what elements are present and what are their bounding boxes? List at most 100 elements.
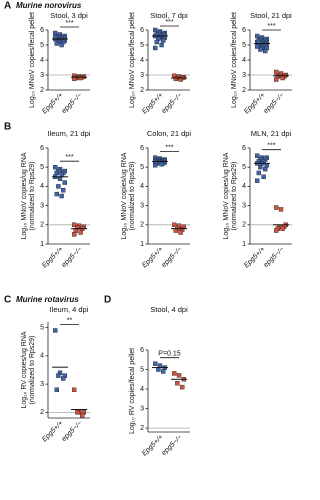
data-point (53, 328, 58, 333)
data-point (254, 153, 260, 158)
y-tick-label: 6 (40, 145, 44, 152)
data-point (263, 48, 268, 54)
data-point (280, 75, 285, 81)
y-tick-label: 4 (40, 57, 44, 64)
panel-title: Colon, 21 dpi (147, 129, 192, 138)
significance-label: *** (165, 144, 173, 151)
y-axis-label: Log₁₀ MNoV copies/ug RNA (21, 152, 28, 239)
data-point (160, 38, 166, 43)
y-tick-label: 2 (40, 222, 44, 229)
y-tick-label: 3 (242, 72, 246, 79)
y-tick-label: 5 (40, 164, 44, 171)
y-tick-label: 4 (140, 183, 144, 190)
x-tick-label: epg5−/− (161, 434, 184, 457)
panel-label: C (4, 295, 11, 306)
y-tick-label: 2 (242, 87, 246, 94)
y-tick-label: 3 (140, 202, 144, 209)
data-point (178, 230, 183, 235)
y-tick-label: 3 (140, 72, 144, 79)
data-point (71, 387, 77, 392)
panel-label: A (4, 1, 11, 12)
data-point (71, 222, 77, 228)
y-tick-label: 5 (242, 164, 246, 171)
data-point (258, 47, 263, 52)
significance-label: ** (67, 317, 73, 324)
y-tick-label: 2 (140, 222, 144, 229)
y-tick-label: 5 (40, 42, 44, 49)
x-tick-label: epg5−/− (161, 246, 184, 269)
x-tick-label: epg5−/− (263, 92, 286, 115)
data-point (53, 164, 58, 170)
x-tick-label: epg5−/− (263, 246, 286, 269)
significance-label: P=0.15 (158, 351, 180, 358)
y-tick-label: 6 (242, 27, 246, 34)
data-point (152, 27, 158, 33)
y-axis-label: Log₁₀ RV copies/ug RNA (21, 331, 28, 408)
y-tick-label: 2 (40, 409, 44, 416)
data-point (157, 363, 163, 368)
panel-label: D (104, 295, 111, 306)
data-point (175, 380, 180, 386)
data-point (258, 164, 263, 170)
y-axis-label: Log₁₀ MNoV copies/fecal pellet (231, 12, 238, 108)
y-tick-label: 3 (140, 405, 144, 412)
data-point (53, 30, 58, 36)
data-point (274, 69, 279, 75)
data-point (62, 180, 67, 185)
y-tick-label: 3 (40, 202, 44, 209)
data-point (54, 170, 59, 176)
y-tick-label: 6 (140, 27, 144, 34)
data-point (56, 184, 61, 189)
data-point (254, 33, 260, 39)
data-point (152, 163, 158, 168)
y-tick-label: 2 (140, 87, 144, 94)
y-tick-label: 3 (40, 381, 44, 388)
data-point (274, 77, 279, 82)
data-point (78, 75, 83, 81)
data-point (256, 170, 261, 176)
y-tick-label: 3 (242, 202, 246, 209)
y-tick-label: 6 (140, 145, 144, 152)
y-tick-label: 1 (140, 241, 144, 248)
x-tick-label: epg5−/− (61, 92, 84, 115)
data-point (171, 222, 177, 228)
x-tick-label: epg5−/− (61, 420, 84, 443)
data-point (75, 410, 80, 415)
y-axis-label: Log₁₀ MNoV copies/ug RNA (223, 152, 230, 239)
data-point (254, 178, 260, 183)
data-point (57, 176, 63, 181)
y-tick-label: 2 (242, 222, 246, 229)
y-tick-label: 4 (242, 183, 246, 190)
y-tick-label: 6 (242, 145, 246, 152)
panel-title: Stool, 4 dpi (150, 305, 188, 314)
y-tick-label: 4 (40, 183, 44, 190)
y-tick-label: 5 (40, 324, 44, 331)
panel-title: Stool, 7 dpi (150, 11, 188, 20)
y-axis-label: (normalized to Rps29) (29, 162, 36, 231)
data-point (173, 228, 179, 233)
data-point (59, 172, 64, 178)
y-tick-label: 1 (242, 241, 246, 248)
y-tick-label: 1 (40, 241, 44, 248)
data-point (78, 230, 83, 235)
data-point (59, 193, 64, 199)
panel-title: MLN, 21 dpi (251, 129, 292, 138)
data-point (54, 191, 59, 197)
panel-subtitle: Murine norovirus (16, 1, 82, 10)
y-axis-label: Log₁₀ MNoV copies/fecal pellet (129, 12, 136, 108)
y-tick-label: 2 (140, 425, 144, 432)
data-point (156, 367, 161, 372)
y-axis-label: Log₁₀ RV copies/fecal pellet (129, 348, 136, 434)
significance-label: *** (65, 154, 73, 161)
y-tick-label: 6 (140, 347, 144, 354)
data-point (278, 207, 284, 212)
data-point (152, 361, 158, 366)
y-tick-label: 4 (40, 353, 44, 360)
data-point (56, 373, 61, 378)
data-point (176, 373, 182, 378)
data-point (261, 174, 266, 180)
y-tick-label: 4 (242, 57, 246, 64)
data-point (179, 384, 185, 390)
data-point (160, 369, 166, 374)
